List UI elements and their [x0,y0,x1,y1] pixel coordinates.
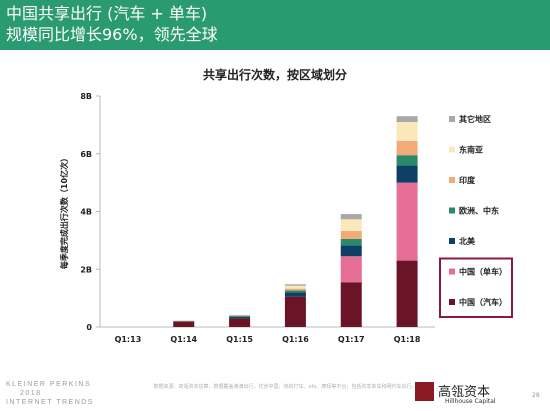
legend-label: 其它地区 [459,114,491,124]
bar-segment [340,256,362,283]
bar-segment [396,121,418,141]
legend-swatch [449,207,455,214]
legend-swatch [449,238,455,244]
bar-segment [340,238,362,246]
bar-segment [284,292,306,297]
brand-line2: 2018 [20,390,42,397]
hillhouse-logo-mark [415,382,434,401]
slide-title-line1: 中国共享出行 (汽车 + 单车) [6,4,208,23]
x-tick-label: Q1:14 [170,335,197,344]
legend-swatch [449,177,455,183]
legend-swatch [449,116,455,122]
y-tick-label: 8B [80,92,92,101]
x-tick-label: Q1:17 [338,335,365,344]
bar-segment [284,288,306,291]
chart-title: 共享出行次数，按区域划分 [203,67,347,82]
stacked-bar-chart: 共享出行次数，按区域划分 每季度完成出行次数（10亿次） 0 2B 4B 6B 8B Q1… [59,67,513,344]
hillhouse-logo-subtext: Hillhouse Capital [445,398,496,405]
bar-segment [284,285,306,289]
bar-segment [340,230,362,239]
legend-label: 印度 [459,175,476,185]
bar-segment [340,214,362,220]
y-tick-label: 0 [86,323,92,332]
source-note: 数据来源：高瓴资本估算，数据覆盖滴滴出行、优步中国、快的打车、ofo、摩拜等平台… [153,384,417,390]
legend-swatch [449,268,455,275]
legend-swatch [449,146,455,153]
y-tick-label: 2B [80,265,92,274]
brand-line1: KLEINER PERKINS [6,381,92,388]
y-tick-label: 6B [80,150,92,159]
x-tick-label: Q1:16 [282,335,309,344]
bar-segment [173,321,195,327]
slide-title-line2: 规模同比增长96%，领先全球 [6,25,218,44]
y-tick-label: 4B [80,208,92,217]
legend-label: 中国（单车） [459,267,507,277]
y-axis-label: 每季度完成出行次数（10亿次） [59,154,69,269]
page-number: 28 [532,392,540,399]
legend-label: 欧洲、中东 [459,206,499,216]
legend-swatch [449,299,455,305]
x-tick-label: Q1:15 [226,335,253,344]
legend-highlight-box [439,257,513,318]
bar-segment [340,245,362,257]
bar-segment [229,318,251,327]
title-banner: 中国共享出行 (汽车 + 单车) 规模同比增长96%，领先全球 [0,0,550,50]
bar-segment [396,140,418,156]
bar-segment [396,155,418,166]
x-tick-label: Q1:18 [394,335,421,344]
bar-segment [173,320,195,322]
legend-label: 北美 [459,236,476,246]
bar-segment [396,116,418,122]
hillhouse-logo-text: 高瓴资本 [438,385,491,400]
kpcb-brand: KLEINER PERKINS 2018 INTERNET TRENDS [6,380,136,407]
bar-segment [229,316,251,319]
bar-segment [396,165,418,183]
legend-label: 东南亚 [459,145,483,155]
brand-line3: INTERNET TRENDS [6,399,94,406]
bar-segment [229,314,251,316]
bar-segment [284,296,306,327]
bar-segment [284,290,306,293]
bar-segment [340,282,362,327]
x-tick-label: Q1:13 [115,335,142,344]
bar-segment [340,219,362,231]
bar-segment [396,182,418,261]
legend-label: 中国（汽车） [459,297,507,307]
bar-segment [284,284,306,286]
bar-segment [229,316,251,317]
bar-segment [396,260,418,327]
